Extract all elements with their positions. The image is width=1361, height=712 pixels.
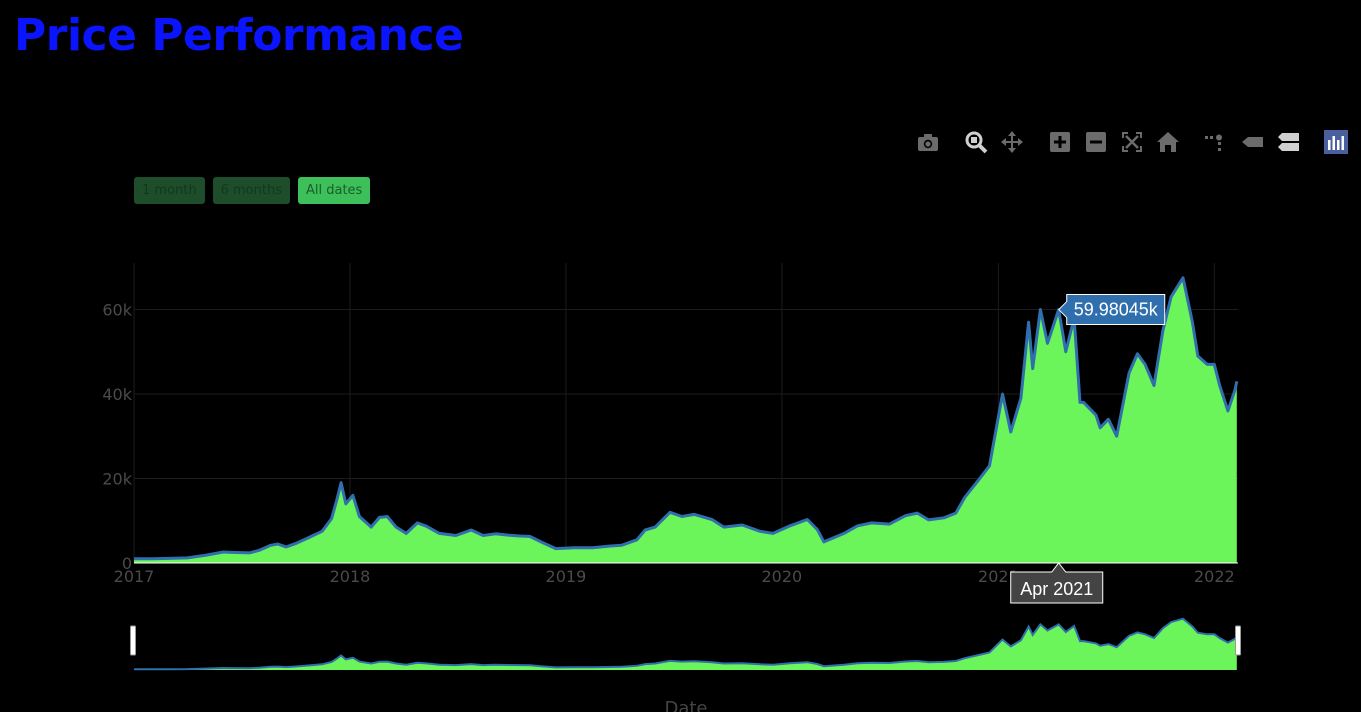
hover-date-box [1010, 562, 1104, 604]
x-tick-label: 2019 [546, 567, 587, 586]
pan-icon[interactable] [998, 128, 1026, 156]
rangeslider-handle-right[interactable] [1235, 625, 1241, 656]
y-tick-label: 20k [102, 469, 132, 488]
range-selector: 1 month 6 months All dates [134, 177, 371, 204]
autoscale-icon[interactable] [1118, 128, 1146, 156]
range-button-6-months[interactable]: 6 months [212, 177, 290, 204]
price-area [134, 277, 1237, 563]
spike-lines-icon[interactable] [1200, 128, 1228, 156]
range-button-all-dates[interactable]: All dates [297, 177, 371, 204]
page-title: Price Performance [14, 10, 464, 61]
rangeslider-area [134, 618, 1237, 670]
price-line [134, 276, 1239, 561]
zoom-out-icon[interactable] [1082, 128, 1110, 156]
camera-icon[interactable] [914, 128, 942, 156]
y-tick-label: 0 [122, 554, 132, 573]
x-tick-label: 2017 [114, 567, 155, 586]
hover-date-text: Apr 2021 [1020, 579, 1093, 599]
x-tick-label: 2022 [1194, 567, 1235, 586]
x-axis-title: Date [664, 698, 707, 712]
x-tick-label: 2018 [330, 567, 371, 586]
range-button-1-month[interactable]: 1 month [134, 177, 205, 204]
zoom-icon[interactable] [962, 128, 990, 156]
x-tick-label: 2021 [978, 567, 1019, 586]
y-tick-label: 40k [102, 385, 132, 404]
rangeslider-handle-left[interactable] [130, 625, 136, 656]
plotly-logo-icon[interactable] [1322, 128, 1350, 156]
hover-compare-icon[interactable] [1274, 128, 1302, 156]
modebar [0, 128, 1361, 158]
y-tick-label: 60k [102, 300, 132, 319]
hover-value-box [1058, 294, 1166, 326]
x-tick-label: 2020 [761, 567, 802, 586]
home-icon[interactable] [1154, 128, 1182, 156]
zoom-in-icon[interactable] [1046, 128, 1074, 156]
hover-value-text: 59.98045k [1074, 300, 1159, 320]
hover-date-label: Apr 2021 [1010, 562, 1104, 604]
hover-value-label: 59.98045k [1058, 294, 1166, 326]
rangeslider-line [134, 617, 1238, 671]
hover-closest-icon[interactable] [1238, 128, 1266, 156]
